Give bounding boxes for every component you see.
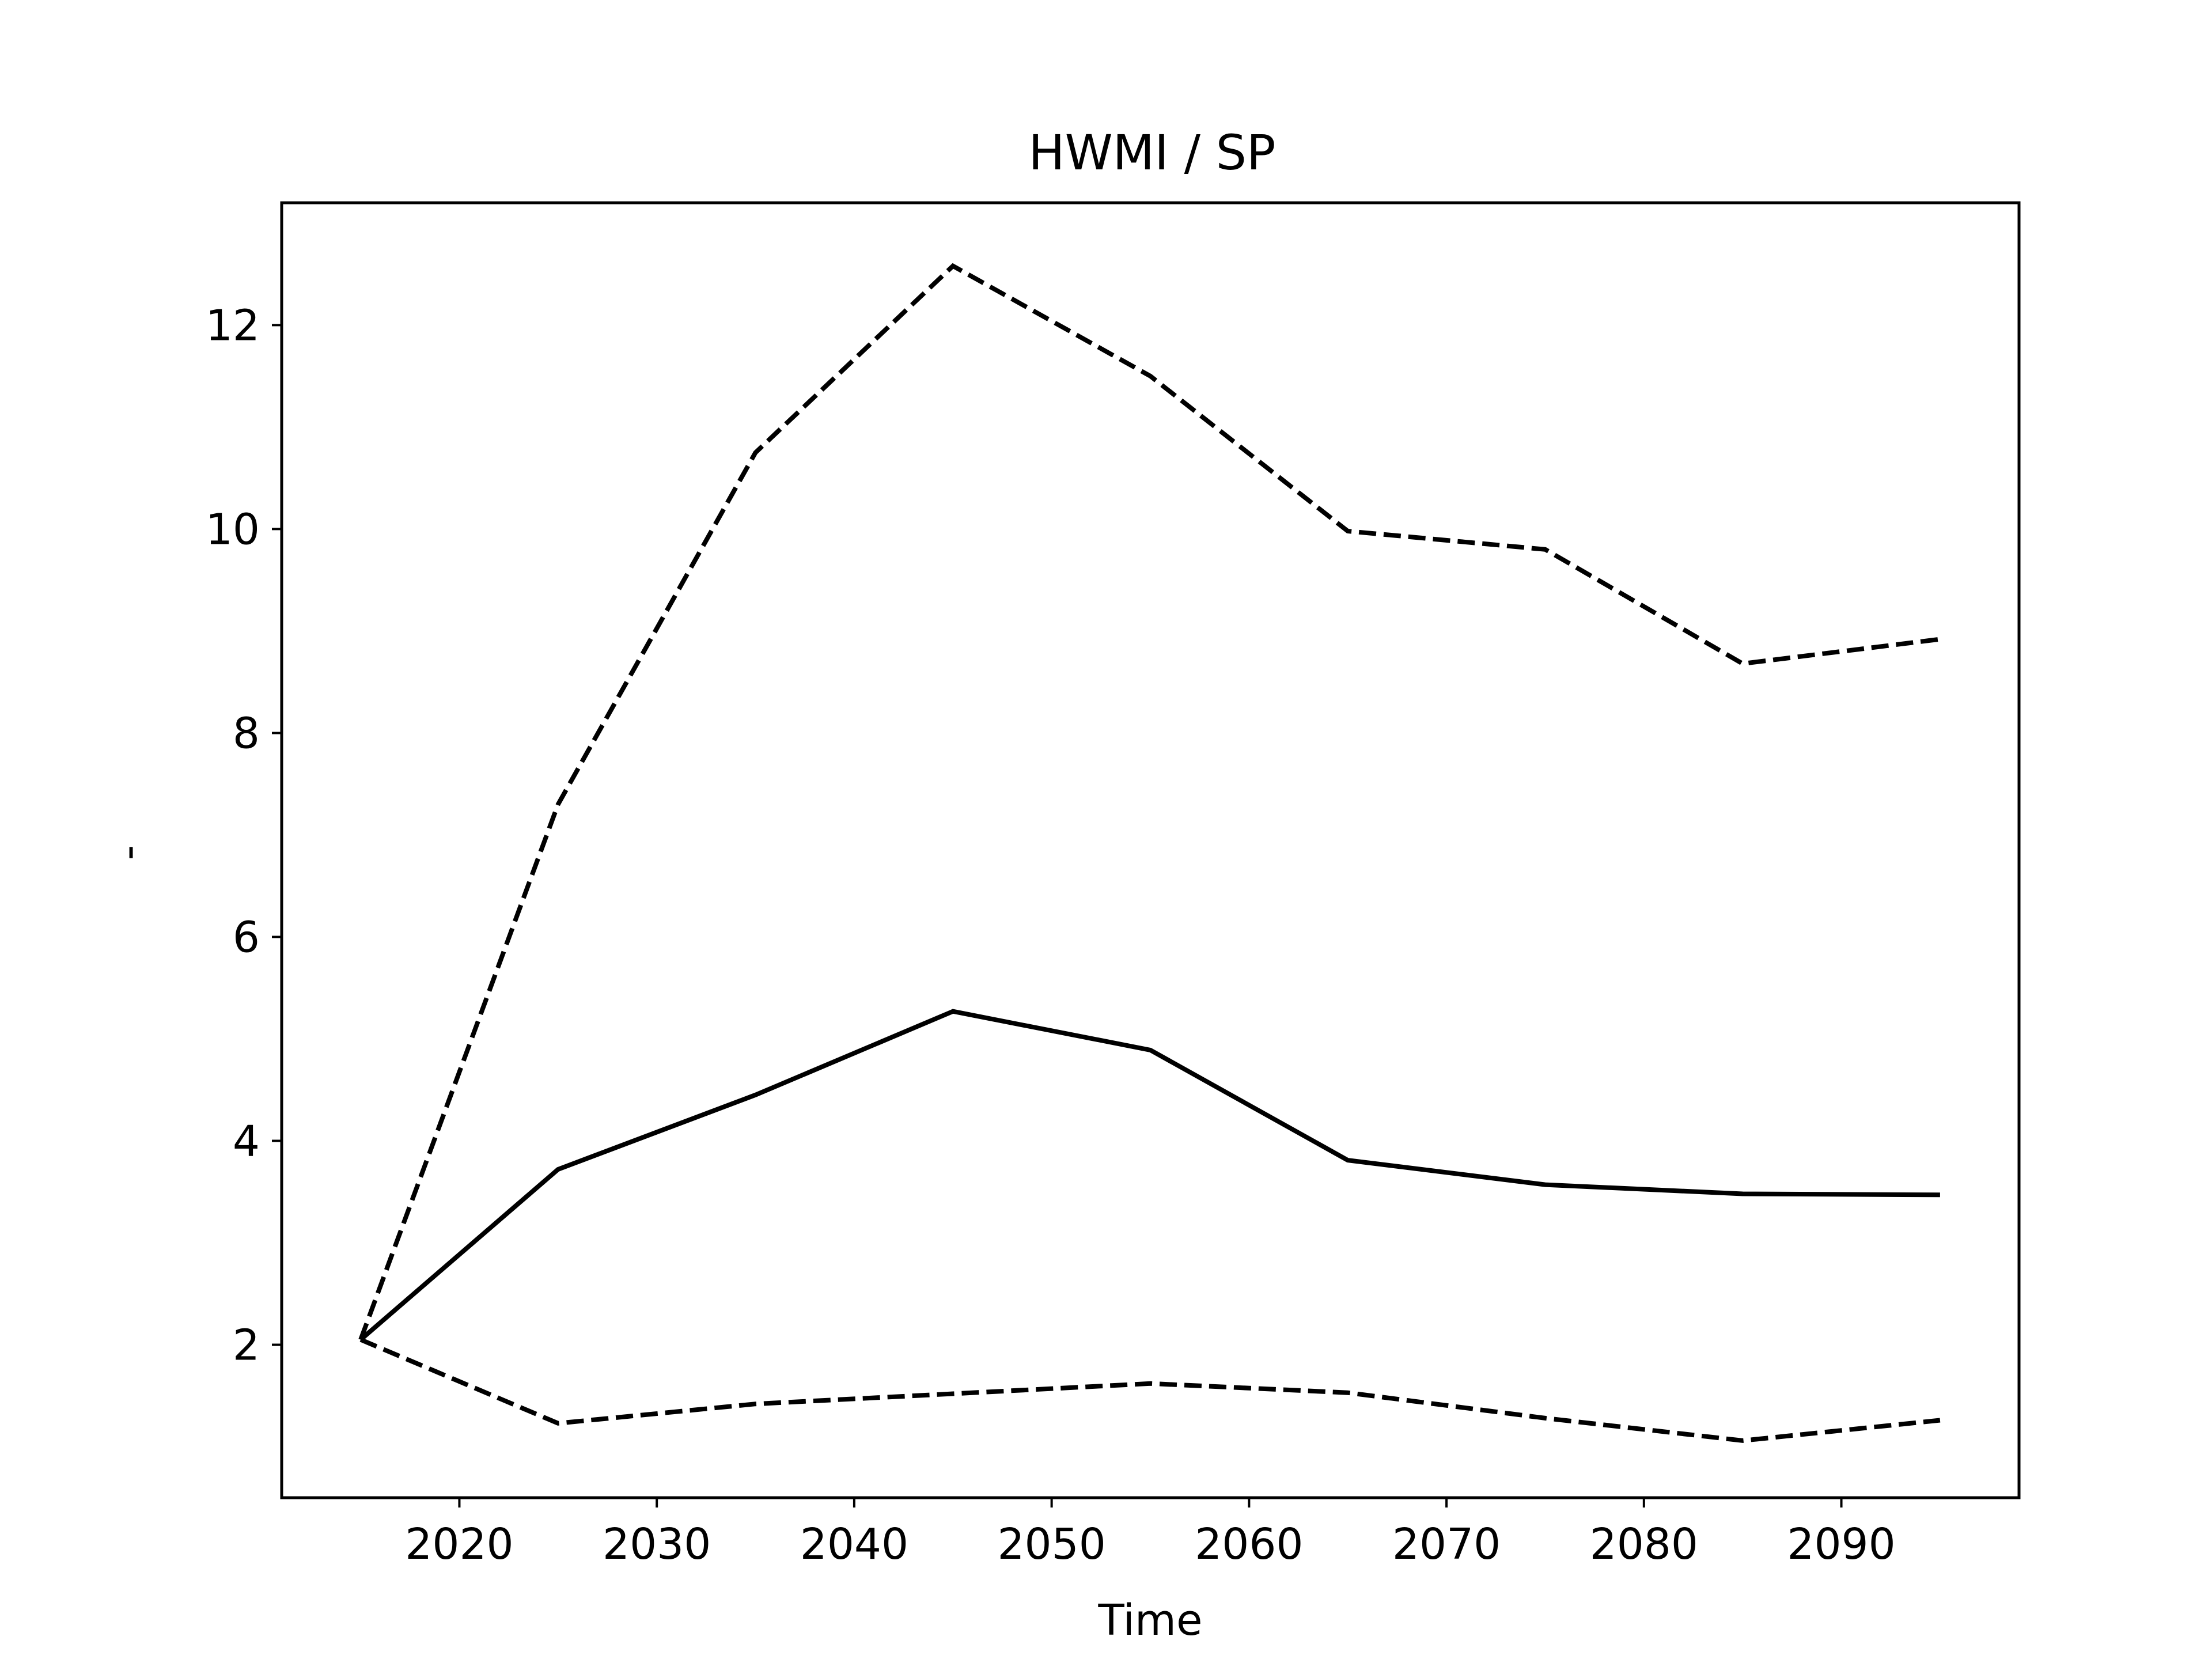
x-axis-label: Time <box>1097 1596 1202 1645</box>
y-tick-label: 8 <box>233 709 260 758</box>
series-layer <box>358 263 1941 1443</box>
series-line-3 <box>359 1337 1941 1443</box>
y-axis-label: - <box>104 845 153 861</box>
y-tick-label: 10 <box>206 505 260 554</box>
series-line-1 <box>359 1009 1940 1342</box>
series-line-2 <box>358 263 1941 1340</box>
x-tick-label: 2040 <box>800 1520 908 1569</box>
y-tick-label: 2 <box>233 1320 260 1370</box>
chart-title: HWMI / SP <box>1028 124 1275 181</box>
x-tick-label: 2060 <box>1195 1520 1303 1569</box>
y-axis-ticks: 2 4 6 8 10 12 <box>206 301 282 1370</box>
y-tick-label: 6 <box>233 912 260 962</box>
x-tick-label: 2050 <box>997 1520 1105 1569</box>
x-axis-ticks: 2020 2030 2040 2050 2060 2070 2080 2090 <box>405 1498 1896 1569</box>
x-tick-label: 2030 <box>603 1520 711 1569</box>
x-tick-label: 2090 <box>1787 1520 1895 1569</box>
x-tick-label: 2070 <box>1392 1520 1501 1569</box>
x-tick-label: 2020 <box>405 1520 513 1569</box>
y-tick-label: 12 <box>206 301 260 350</box>
x-tick-label: 2080 <box>1590 1520 1698 1569</box>
plot-frame <box>280 201 2021 1499</box>
y-tick-label: 4 <box>233 1116 260 1166</box>
